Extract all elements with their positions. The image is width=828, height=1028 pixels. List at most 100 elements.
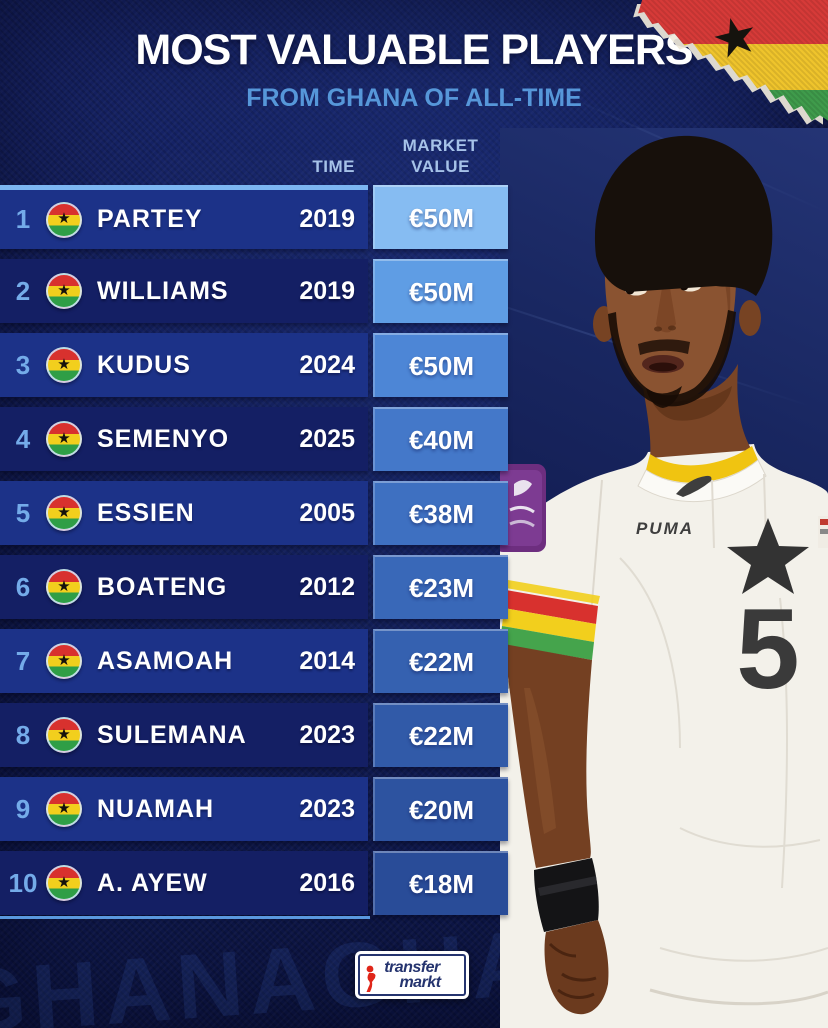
logo-text-line2: markt (399, 974, 441, 991)
rank-number: 7 (15, 645, 31, 676)
time-value: 2025 (299, 424, 355, 453)
player-hand (544, 920, 609, 1015)
transfermarkt-logo-frame: transfer markt (358, 954, 466, 996)
row-player-cell: 2 ★ WILLIAMS 2019 (0, 259, 368, 323)
row-player-cell: 10 ★ A. AYEW 2016 (0, 851, 368, 915)
time-value: 2016 (299, 868, 355, 897)
time-value: 2019 (299, 205, 355, 233)
sleeve-badge (818, 516, 828, 548)
flag-star-icon: ★ (57, 503, 71, 521)
player-name: SEMENYO (97, 424, 230, 453)
neck-shadow (646, 380, 732, 421)
flag-star-icon: ★ (57, 651, 71, 669)
table-row: 9 ★ NUAMAH 2023 €20M (0, 777, 508, 841)
market-value: €20M (408, 794, 475, 825)
rank-number: 4 (15, 423, 31, 454)
market-value-badge: €20M (373, 777, 508, 841)
ghana-cuff-stripes (500, 580, 600, 660)
chin-beard (646, 386, 682, 408)
player-name: A. AYEW (97, 868, 208, 897)
ghana-flag-icon: ★ (46, 569, 82, 605)
face-shading (714, 278, 731, 380)
world-cup-patch-icon (500, 464, 546, 552)
player-name: BOATENG (97, 572, 228, 601)
row-player-cell: 6 ★ BOATENG 2012 (0, 555, 368, 619)
market-header-line1: MARKET (402, 136, 479, 155)
ghana-flag-icon: ★ (46, 421, 82, 457)
row-player-cell: 9 ★ NUAMAH 2023 (0, 777, 368, 841)
market-value: €50M (408, 202, 475, 233)
market-value-badge: €50M (373, 259, 508, 323)
table-row: 6 ★ BOATENG 2012 €23M (0, 555, 508, 619)
column-header-market-value: MARKET VALUE (373, 135, 508, 177)
time-value: 2012 (299, 572, 355, 601)
page-title: MOST VALUABLE PLAYERS (135, 26, 693, 74)
jersey-star-icon (727, 518, 809, 594)
market-value-badge: €23M (373, 555, 508, 619)
flag-star-icon: ★ (57, 281, 71, 299)
ghana-flag-icon: ★ (46, 347, 82, 383)
ear (739, 300, 761, 336)
ghana-flag-icon: ★ (46, 273, 82, 309)
player-name: PARTEY (97, 205, 203, 233)
time-value: 2014 (299, 646, 355, 675)
flag-star-icon: ★ (57, 577, 71, 595)
time-value: 2024 (299, 350, 355, 379)
runner-icon (366, 965, 376, 992)
player-name: WILLIAMS (97, 276, 229, 305)
collar-white-fold (637, 459, 767, 503)
rank-number: 10 (8, 867, 38, 898)
flag-star-icon: ★ (57, 210, 71, 227)
table-row: 1 ★ PARTEY 2019 €50M (0, 185, 508, 249)
collar-gold-trim (646, 446, 758, 483)
logo-text-line1: transfer (384, 959, 440, 976)
time-value: 2023 (299, 720, 355, 749)
market-value: €22M (408, 720, 475, 751)
row-player-cell: 1 ★ PARTEY 2019 (0, 185, 368, 249)
market-value: €40M (408, 424, 475, 455)
rank-number: 2 (15, 275, 31, 306)
flag-star-icon: ★ (57, 429, 71, 447)
row-player-cell: 3 ★ KUDUS 2024 (0, 333, 368, 397)
transfermarkt-logo: transfer markt (355, 951, 469, 999)
rank-number: 8 (15, 719, 31, 750)
market-value-badge: €22M (373, 703, 508, 767)
ghana-flag-icon: ★ (46, 643, 82, 679)
row-player-cell: 8 ★ SULEMANA 2023 (0, 703, 368, 767)
player-hair (594, 135, 773, 296)
market-value-badge: €38M (373, 481, 508, 545)
row-player-cell: 5 ★ ESSIEN 2005 (0, 481, 368, 545)
flag-star-icon: ★ (57, 873, 71, 891)
market-value-badge: €22M (373, 629, 508, 693)
ghana-flag-icon: ★ (46, 717, 82, 753)
puma-wordmark: PUMA (636, 519, 694, 538)
ghana-flag-icon: ★ (46, 865, 82, 901)
ghana-flag-icon: ★ (46, 201, 82, 238)
puma-cat-icon (676, 475, 712, 497)
rank-number: 6 (15, 571, 31, 602)
time-value: 2023 (299, 794, 355, 823)
nostril (668, 325, 676, 331)
mouth-inner (649, 362, 677, 372)
ghana-flag-corner: ★ (626, 0, 828, 134)
rank-number: 1 (15, 204, 31, 234)
table-row: 5 ★ ESSIEN 2005 €38M (0, 481, 508, 545)
rank-number: 5 (15, 497, 31, 528)
row-player-cell: 7 ★ ASAMOAH 2014 (0, 629, 368, 693)
ranking-table: 1 ★ PARTEY 2019 €50M 2 ★ WILLIAMS 2019 €… (0, 185, 508, 925)
flag-green-stripe (638, 89, 828, 121)
player-name: ESSIEN (97, 498, 195, 527)
table-row: 8 ★ SULEMANA 2023 €22M (0, 703, 508, 767)
market-header-line2: VALUE (411, 157, 470, 176)
table-row: 10 ★ A. AYEW 2016 €18M (0, 851, 508, 915)
player-photo: PUMA 5 (500, 135, 828, 1028)
player-name: NUAMAH (97, 794, 215, 823)
table-row: 2 ★ WILLIAMS 2019 €50M (0, 259, 508, 323)
table-row: 7 ★ ASAMOAH 2014 €22M (0, 629, 508, 693)
beard (608, 310, 736, 407)
market-value-badge: €50M (373, 333, 508, 397)
page-subtitle: FROM GHANA OF ALL-TIME (246, 84, 582, 112)
market-value: €50M (408, 276, 475, 307)
row-player-cell: 4 ★ SEMENYO 2025 (0, 407, 368, 471)
